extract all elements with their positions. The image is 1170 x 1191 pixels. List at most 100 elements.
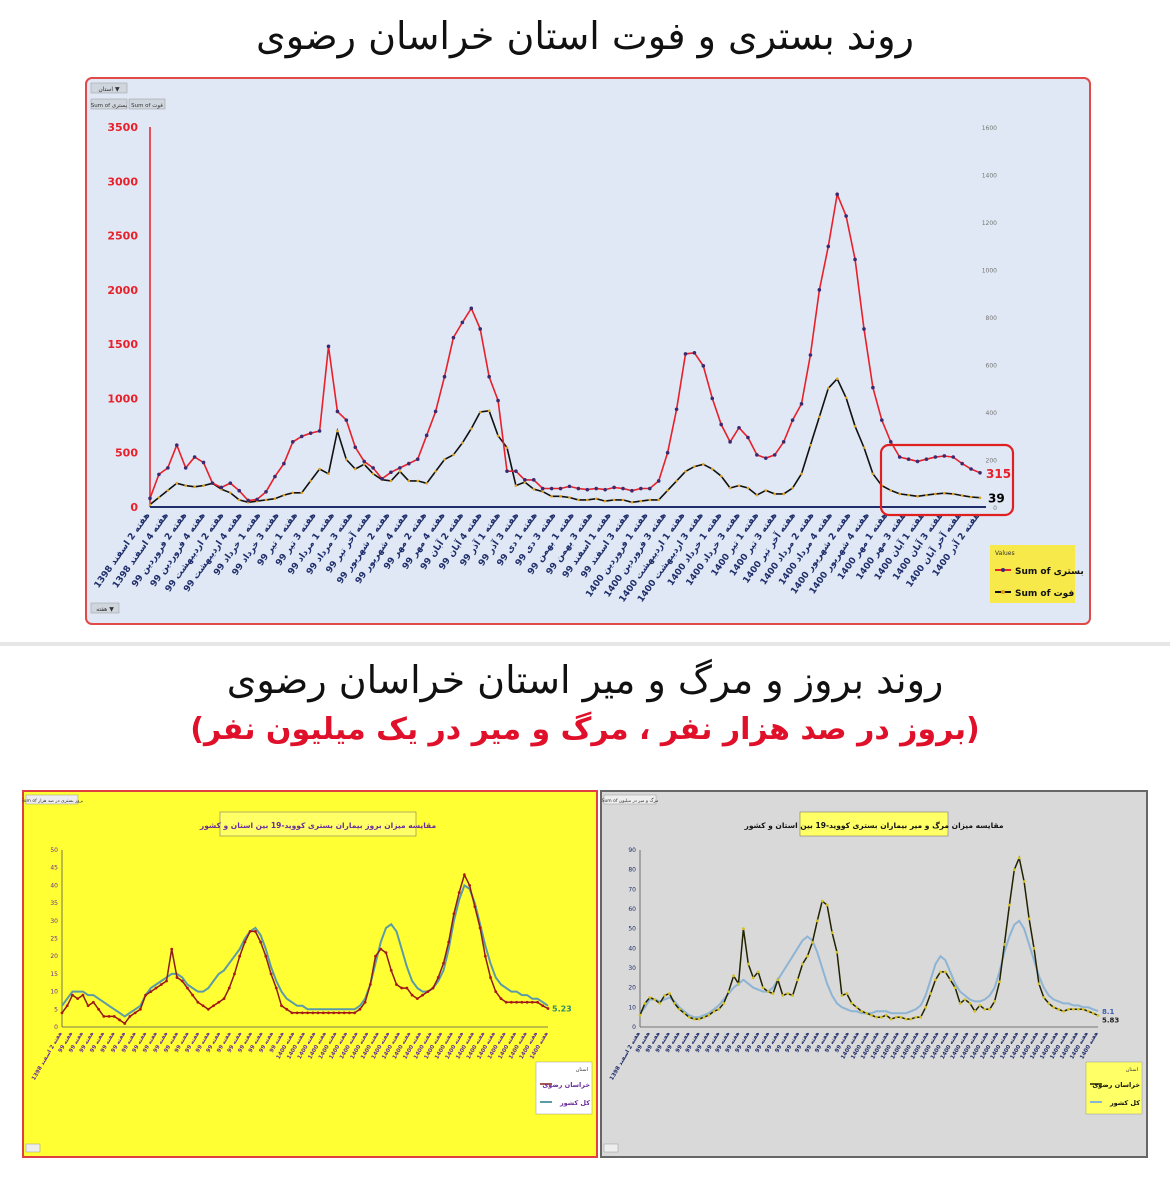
province-point bbox=[489, 976, 492, 979]
province-point bbox=[1037, 982, 1041, 986]
hospitalized-point bbox=[371, 466, 375, 470]
week-button-box bbox=[90, 602, 120, 614]
hospitalized-point bbox=[621, 486, 625, 491]
deaths-point bbox=[505, 446, 509, 449]
deaths-point bbox=[791, 486, 794, 490]
hospitalized-point bbox=[201, 460, 206, 465]
province-point bbox=[91, 1000, 95, 1004]
hospitalized-point bbox=[344, 418, 349, 422]
header-button: Sum of بروز بستری در صد هزار bbox=[22, 794, 83, 805]
province-point bbox=[243, 940, 247, 944]
province-point bbox=[295, 1011, 299, 1015]
province-point bbox=[468, 884, 472, 887]
deaths-point bbox=[871, 472, 875, 476]
deaths-point bbox=[916, 495, 919, 498]
province-point bbox=[431, 986, 435, 990]
legend-label-country: کل کشور bbox=[1109, 1099, 1140, 1107]
deaths-point bbox=[800, 472, 803, 476]
province-point bbox=[478, 926, 482, 930]
deaths-point bbox=[309, 479, 312, 483]
province-point bbox=[781, 994, 785, 997]
province-point bbox=[175, 976, 179, 979]
province-point bbox=[248, 930, 252, 933]
province-point bbox=[60, 1011, 64, 1015]
chart-frame bbox=[85, 77, 1091, 625]
units-subtitle: (بروز در صد هزار نفر ، مرگ و میر در یک م… bbox=[190, 712, 980, 747]
small-button-box bbox=[25, 1143, 41, 1153]
hospitalized-point bbox=[888, 440, 893, 444]
deaths-point bbox=[710, 467, 714, 471]
hospitalized-point bbox=[674, 407, 679, 412]
province-point bbox=[384, 951, 388, 955]
province-point bbox=[457, 891, 461, 894]
deaths-point bbox=[639, 499, 643, 503]
province-point bbox=[1027, 917, 1031, 921]
hospitalized-point bbox=[290, 440, 295, 444]
province-point bbox=[870, 1013, 873, 1017]
deaths-point bbox=[496, 434, 500, 438]
hospitalized-point bbox=[915, 459, 920, 464]
y-tick-left: 1000 bbox=[107, 392, 138, 405]
deaths-point bbox=[353, 467, 357, 471]
hospitalized-point bbox=[906, 457, 911, 462]
province-point bbox=[776, 978, 780, 982]
province-point bbox=[825, 903, 829, 907]
province-point bbox=[530, 1000, 534, 1004]
province-point bbox=[133, 1011, 137, 1015]
deaths-point bbox=[327, 472, 330, 476]
hospitalized-point bbox=[255, 497, 259, 502]
province-point bbox=[771, 992, 775, 995]
y-tick: 15 bbox=[50, 971, 58, 978]
hospitalized-point bbox=[647, 486, 652, 491]
hospitalized-point bbox=[174, 443, 179, 447]
deaths-point bbox=[943, 491, 946, 495]
chart-frame bbox=[600, 790, 1148, 1158]
province-point bbox=[348, 1011, 351, 1015]
province-point bbox=[206, 1007, 210, 1011]
y-tick-right: 1000 bbox=[982, 268, 997, 275]
hospitalized-point bbox=[764, 456, 768, 460]
hospitalized-point bbox=[799, 402, 804, 406]
province-point bbox=[421, 993, 424, 997]
province-point bbox=[746, 962, 750, 966]
hospitalized-point bbox=[273, 474, 277, 479]
y-tick: 5 bbox=[54, 1006, 58, 1013]
hospitalized-point bbox=[335, 409, 340, 414]
deaths-point bbox=[693, 465, 696, 468]
deaths-point bbox=[229, 491, 232, 495]
province-point bbox=[321, 1011, 325, 1015]
deaths-point bbox=[318, 467, 321, 471]
province-point bbox=[909, 1017, 913, 1021]
province-point bbox=[447, 940, 451, 944]
province-point bbox=[663, 994, 667, 997]
province-point bbox=[766, 990, 770, 993]
province-point bbox=[865, 1011, 868, 1015]
deaths-point bbox=[416, 479, 420, 483]
hospitalized-point bbox=[451, 335, 456, 340]
deaths-point bbox=[586, 498, 589, 502]
deaths-point bbox=[398, 470, 402, 473]
hospitalized-point bbox=[540, 486, 545, 491]
hospitalized-point bbox=[496, 398, 500, 403]
province-point bbox=[673, 1002, 676, 1005]
province-point bbox=[963, 998, 967, 1001]
hospitalized-point bbox=[844, 214, 848, 218]
province-point bbox=[112, 1014, 116, 1018]
hospitalized-point bbox=[790, 418, 795, 422]
main-title: روند بستری و فوت استان خراسان رضوی bbox=[256, 14, 914, 58]
province-point bbox=[71, 993, 74, 997]
hospitalized-point bbox=[683, 352, 688, 356]
deaths-point bbox=[603, 499, 607, 503]
province-point bbox=[81, 993, 85, 997]
province-point bbox=[687, 1015, 691, 1019]
y-tick: 0 bbox=[632, 1024, 636, 1031]
province-point bbox=[269, 972, 273, 976]
deaths-point bbox=[291, 491, 295, 495]
province-point bbox=[436, 976, 440, 979]
legend-marker-hospitalized bbox=[1001, 568, 1005, 572]
hospitalized-point bbox=[389, 470, 393, 475]
deaths-point bbox=[273, 497, 277, 500]
deaths-point bbox=[202, 484, 205, 487]
hospitalized-point bbox=[728, 440, 732, 444]
